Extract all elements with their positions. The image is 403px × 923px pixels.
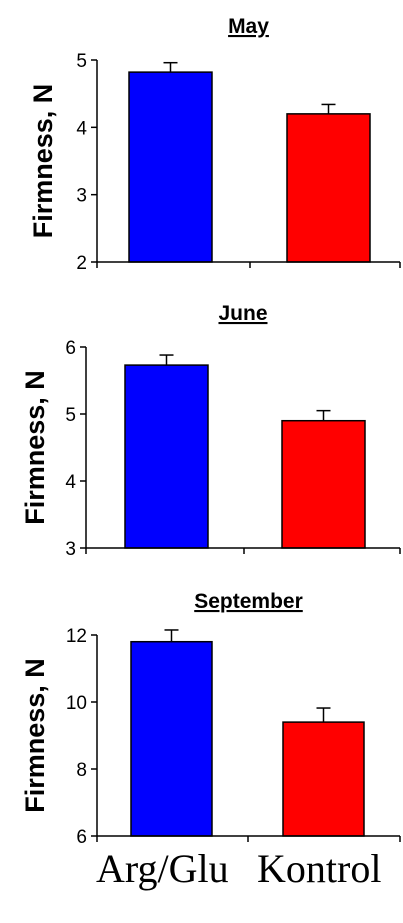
panel-3-bar-2 [282, 721, 365, 837]
panel-1-title: May [228, 15, 269, 38]
panel-2-bar-2 [281, 419, 366, 549]
panel-1-bar-2 [286, 113, 371, 263]
category-label-arg-glu: Arg/Glu [96, 846, 229, 891]
panel-3-y-tick-label-12: 12 [66, 626, 87, 647]
panel-2-y-axis-label: Firmness, N [20, 370, 50, 525]
panel-2-y-tick-label-6: 6 [65, 338, 76, 359]
panel-1-y-tick-label-5: 5 [76, 51, 87, 72]
category-labels: Arg/Glu Kontrol [0, 845, 403, 915]
panel-3-title: September [194, 590, 303, 613]
panel-2-y-tick-label-4: 4 [65, 472, 76, 493]
panel-1-y-tick-label-3: 3 [76, 186, 87, 207]
panel-3-y-tick-label-6: 6 [76, 827, 87, 848]
panel-3-y-axis-label: Firmness, N [20, 658, 50, 813]
panel-2-bar-1 [124, 364, 209, 549]
category-label-kontrol: Kontrol [257, 846, 382, 891]
panel-1-y-tick-label-4: 4 [76, 118, 87, 139]
panel-1-bar-1 [128, 71, 213, 263]
panel-3-y-tick-label-8: 8 [76, 760, 87, 781]
panel-3-y-tick-label-10: 10 [66, 693, 87, 714]
panel-1-y-tick-label-2: 2 [76, 253, 87, 274]
panel-2-y-tick-label-3: 3 [65, 539, 76, 560]
panel-1-y-axis-label: Firmness, N [28, 84, 58, 239]
panel-2-y-tick-label-5: 5 [65, 405, 76, 426]
panel-2-title: June [218, 302, 267, 325]
panel-3-bar-1 [130, 640, 213, 837]
